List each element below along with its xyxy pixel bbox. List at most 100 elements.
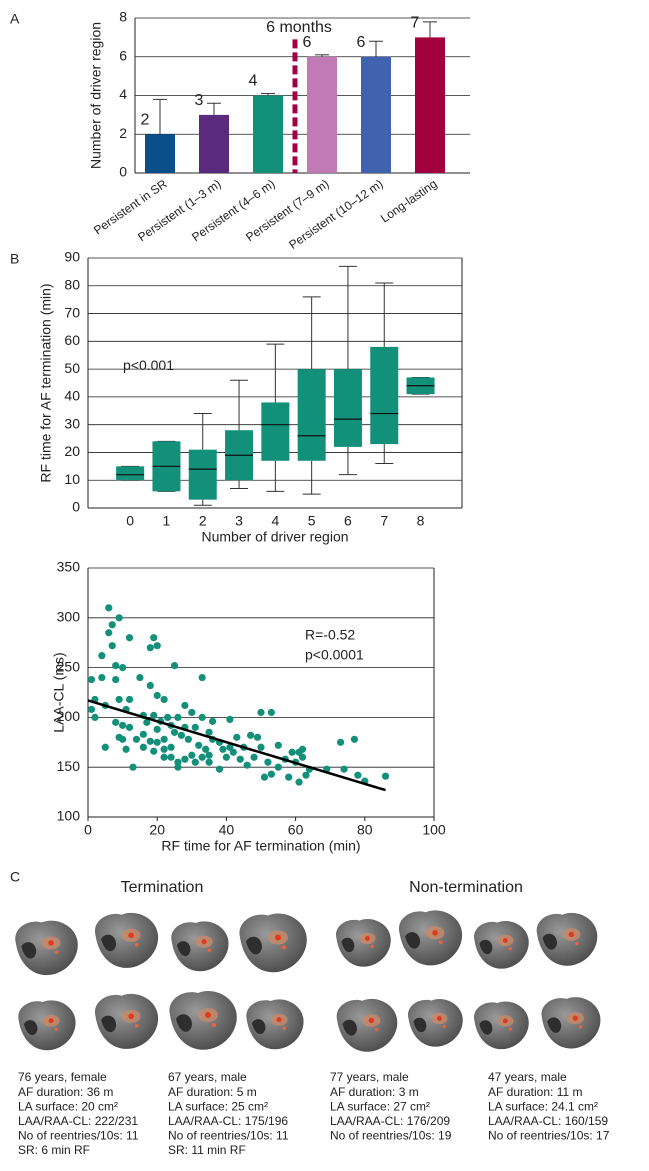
x-axis-label: Number of driver region [201,529,348,545]
x-tick-label: 7 [380,513,388,529]
case-caption: AF duration: 36 m [18,1085,113,1099]
annotation: 6 months [266,19,332,36]
y-tick-label: 0 [119,164,127,180]
point [215,765,224,773]
y-tick-label: 200 [57,708,81,724]
value-label: 2 [141,111,150,128]
point [174,713,182,722]
point [139,730,147,738]
x-tick-label: 80 [357,822,373,838]
annotation: R=-0.52 [305,627,355,643]
point [119,664,127,672]
y-tick-label: 2 [119,125,127,141]
value-label: 7 [411,15,420,32]
y-tick-label: 70 [64,304,80,320]
case-caption: No of reentries/10s: 17 [488,1129,610,1143]
panel-label: C [10,869,20,885]
y-tick-label: 8 [119,9,127,25]
point [125,695,134,704]
x-tick-label: 0 [84,822,92,838]
case-caption: No of reentries/10s: 11 [18,1129,139,1143]
value-label: 4 [249,73,258,90]
point [87,675,96,684]
point [354,771,362,779]
point [167,753,175,761]
point [267,708,275,717]
point [119,735,127,743]
point [112,662,120,670]
box [370,346,399,445]
point [160,695,168,704]
case-caption: AF duration: 3 m [330,1085,419,1099]
point [381,772,390,780]
point [205,758,213,766]
x-tick-label: 8 [417,513,425,529]
box [333,369,362,447]
group-title: Termination [121,879,204,896]
point [150,747,158,755]
point [257,708,265,717]
bar [145,134,175,173]
x-tick-label: 4 [271,513,279,529]
x-tick-label: 1 [163,513,171,529]
point [170,662,179,670]
x-tick-label: 20 [149,822,165,838]
point [163,713,172,722]
point [302,771,310,779]
y-tick-label: 30 [64,415,80,431]
x-tick-label: 100 [422,822,446,838]
point [160,735,168,743]
case-caption: LA surface: 24.1 cm² [488,1099,598,1113]
point [236,755,244,763]
y-tick-label: 150 [57,758,81,774]
point [115,695,123,704]
case-caption: 77 years, male [330,1070,409,1084]
point [129,763,137,771]
point [181,755,189,763]
point [288,748,296,756]
point [247,731,255,739]
x-tick-label: 2 [199,513,207,529]
point [101,743,109,751]
case-caption: LAA/RAA-CL: 175/196 [168,1114,288,1128]
point [160,745,168,753]
case-caption: LA surface: 27 cm² [330,1099,430,1113]
point [177,731,186,739]
box [297,369,326,461]
point [184,735,192,743]
value-label: 6 [303,34,312,51]
case-caption: AF duration: 11 m [488,1085,583,1099]
point [139,743,147,751]
point [191,758,199,766]
case-caption: SR: 6 min RF [18,1143,90,1157]
point [198,673,206,682]
point [146,737,154,745]
case-caption: LAA/RAA-CL: 176/209 [330,1114,450,1128]
point [298,753,307,761]
point [125,634,134,642]
panel-label: B [10,251,19,267]
point [153,725,161,733]
trend-line [87,699,386,792]
x-tick-label: Long-lasting [378,177,440,226]
point [112,718,120,726]
y-tick-label: 6 [119,47,127,63]
annotation: p<0.001 [123,357,174,373]
point [233,733,241,741]
point [191,723,199,731]
case-caption: LAA/RAA-CL: 222/231 [18,1114,138,1128]
point [219,745,227,753]
case-caption: LAA/RAA-CL: 160/159 [488,1114,608,1128]
case-caption: No of reentries/10s: 19 [330,1129,452,1143]
box [188,449,217,500]
y-tick-label: 250 [57,658,81,674]
y-tick-label: 300 [57,609,81,625]
y-axis-label: Number of driver region [88,22,104,169]
point [174,763,182,771]
point [153,738,161,746]
point [229,748,237,756]
point [198,753,206,761]
panel-label: A [10,11,20,27]
point [160,753,168,761]
y-tick-label: 90 [64,249,80,265]
